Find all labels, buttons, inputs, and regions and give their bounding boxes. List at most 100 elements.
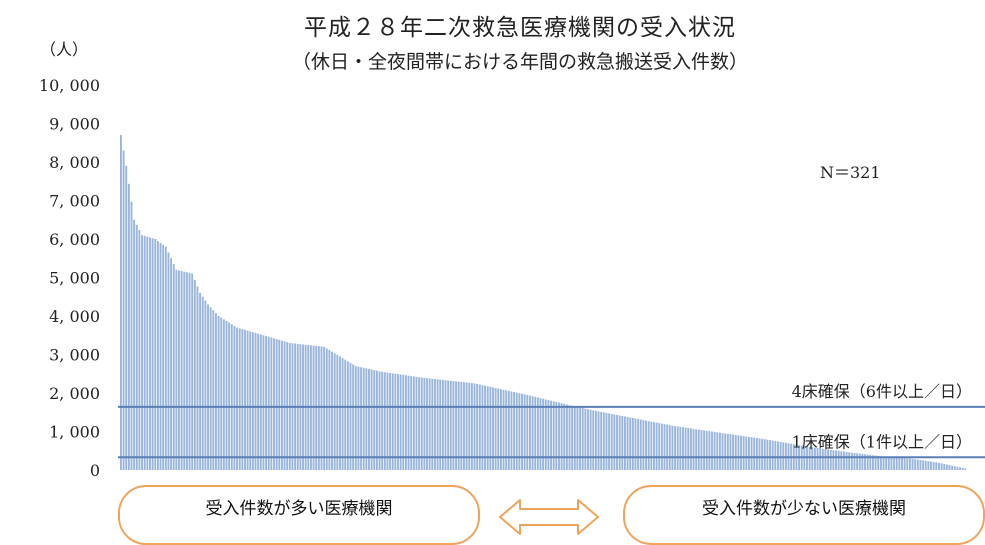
bar [238,328,241,470]
bar [420,377,423,470]
bar [375,370,378,470]
bar [653,422,655,470]
reference-line-label: 4床確保（6件以上／日） [792,382,972,401]
bar [278,339,281,470]
bar [827,449,830,470]
bar [357,366,360,470]
bar [576,406,579,470]
bar [159,242,162,470]
bar [729,434,732,470]
bar [212,310,215,470]
bar [183,271,186,470]
bar [940,463,943,470]
bar [932,461,935,470]
bar [845,451,848,470]
bar [246,330,249,470]
bar [850,452,853,470]
bar [518,393,521,470]
bar [893,457,896,470]
bar [170,258,173,470]
bar [726,433,729,470]
bar [328,350,331,470]
bar [185,272,188,470]
y-tick-label: 8, 000 [49,153,100,172]
bar [623,416,626,470]
bar [705,430,708,470]
bar [687,428,690,470]
bar [568,405,571,470]
bar [352,364,355,470]
y-tick-label: 3, 000 [49,346,100,365]
bar [626,417,629,470]
bar [581,408,584,470]
sample-size-label: N＝321 [820,163,881,182]
bar [217,316,220,470]
bar [423,377,426,470]
bar [162,244,165,470]
bar [616,414,618,470]
bar [552,401,555,470]
bar [874,455,877,470]
bar [621,415,624,470]
low-volume-hospitals-button[interactable]: 受入件数が少ない医療機関 [623,485,985,545]
bar [811,447,814,470]
bar [507,390,510,470]
bar [236,327,238,470]
bar [378,371,381,470]
bar [666,424,669,470]
bar [560,403,563,470]
high-volume-hospitals-button[interactable]: 受入件数が多い医療機関 [118,485,480,545]
bar [515,392,518,470]
bar [439,379,442,470]
bar [275,339,278,470]
bar [755,438,758,470]
bar [536,397,539,470]
bar [528,395,531,470]
bar [452,381,455,470]
bar [671,425,674,470]
bar [721,433,724,470]
bar [682,427,684,470]
bar [618,415,621,470]
bar [689,428,692,470]
bar [404,375,407,470]
bar [339,356,341,470]
bar [924,460,927,470]
bar [639,419,642,470]
bar [634,418,637,470]
bar [346,361,349,470]
bar [676,426,679,470]
bar [196,286,199,470]
bar [758,438,761,470]
y-tick-label: 0 [90,461,100,480]
bar [629,417,632,470]
bar [444,380,447,470]
bar [840,451,843,470]
bar [930,461,932,470]
chart-subtitle: （休日・全夜間帯における年間の救急搬送受入件数） [291,51,748,73]
bar [505,390,508,470]
bar [428,378,431,470]
bar [492,387,494,470]
bar [315,345,318,470]
bar [120,135,122,471]
y-tick-label: 7, 000 [49,192,100,211]
bar [135,224,138,470]
bar [663,424,666,470]
bar [589,409,592,470]
bar [813,447,816,470]
bar [267,336,270,470]
bar [573,406,576,470]
bar [262,335,265,470]
bar [259,334,262,470]
bar [209,307,212,470]
bar-series [120,135,967,471]
bar [273,338,275,470]
bar [734,434,737,470]
bar [935,462,938,470]
bar [349,362,352,470]
bar [948,465,951,470]
bar [779,441,782,470]
bar [373,370,376,470]
bar [679,426,682,470]
